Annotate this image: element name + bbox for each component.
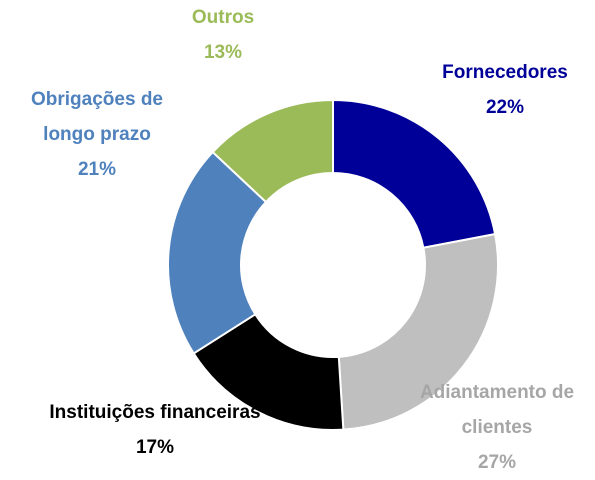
slice-label: Instituições financeiras 17% bbox=[5, 395, 305, 465]
value-label: 17% bbox=[135, 437, 175, 458]
value-label: 22% bbox=[485, 97, 525, 118]
category-label: Fornecedores bbox=[442, 62, 568, 83]
category-label: Outros bbox=[191, 7, 255, 28]
value-label: 21% bbox=[77, 159, 117, 180]
category-label: Instituições financeiras bbox=[49, 402, 261, 423]
slice-label: Obrigações de longo prazo 21% bbox=[5, 82, 190, 187]
donut-slice bbox=[211, 98, 334, 204]
slice-label: Fornecedores 22% bbox=[405, 55, 595, 125]
slice-label: Adiantamento de clientes 27% bbox=[410, 375, 585, 480]
category-label: Obrigações de longo prazo bbox=[31, 89, 163, 145]
value-label: 13% bbox=[203, 42, 243, 63]
value-label: 27% bbox=[477, 452, 517, 473]
donut-slice bbox=[332, 98, 497, 249]
donut-slice bbox=[337, 232, 499, 431]
slice-label: Outros 13% bbox=[163, 0, 283, 70]
category-label: Adiantamento de clientes bbox=[419, 382, 575, 438]
donut-slice bbox=[167, 150, 268, 355]
